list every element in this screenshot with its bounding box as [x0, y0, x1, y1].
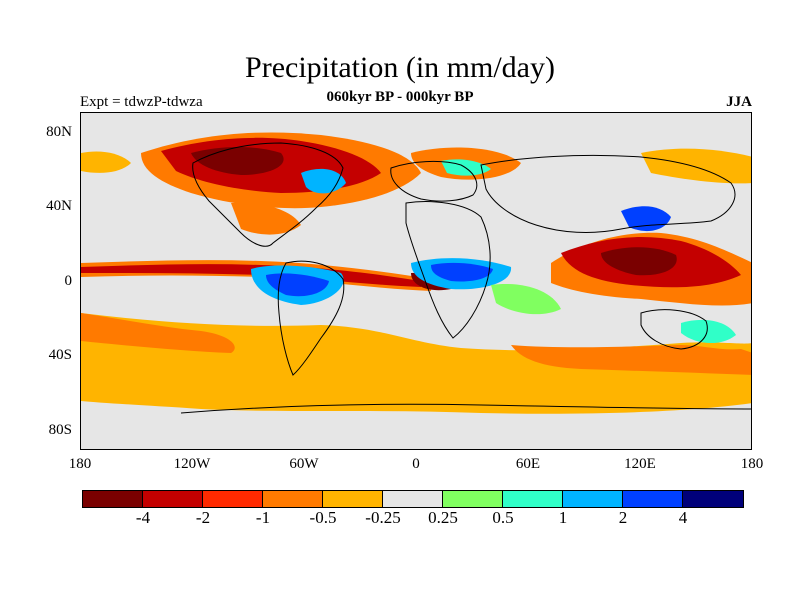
colorbar-box-9 [623, 491, 683, 507]
lat-label-80s: 80S [48, 422, 72, 438]
colorbar-label: -0.5 [309, 508, 337, 527]
colorbar [82, 490, 744, 508]
lon-label-120w: 120W [173, 456, 211, 472]
colorbar-box-6 [443, 491, 503, 507]
lon-label-60w: 60W [289, 456, 319, 472]
lon-label-60e: 60E [515, 456, 541, 472]
colorbar-label: -2 [195, 508, 211, 527]
colorbar-box-0 [83, 491, 143, 507]
colorbar-box-8 [563, 491, 623, 507]
plot-subtitle: 060kyr BP - 000kyr BP [326, 89, 474, 105]
lon-label-180e: 180 [740, 456, 764, 472]
colorbar-box-2 [203, 491, 263, 507]
colorbar-box-1 [143, 491, 203, 507]
lat-label-0: 0 [64, 273, 73, 289]
colorbar-label: -4 [135, 508, 151, 527]
colorbar-label: -0.25 [365, 508, 401, 527]
lon-label-180w: 180 [68, 456, 92, 472]
map-panel [80, 112, 752, 450]
colorbar-box-10 [683, 491, 743, 507]
precipitation-anomaly-map [81, 113, 751, 449]
lon-label-0: 0 [412, 456, 420, 472]
plot-title: Precipitation (in mm/day) [245, 51, 555, 84]
colorbar-box-3 [263, 491, 323, 507]
colorbar-label: 4 [678, 508, 688, 527]
colorbar-label: -1 [255, 508, 271, 527]
lat-label-40n: 40N [46, 198, 72, 214]
colorbar-box-5 [383, 491, 443, 507]
season-label: JJA [726, 94, 752, 110]
lon-label-120e: 120E [624, 456, 656, 472]
colorbar-label: 1 [558, 508, 568, 527]
colorbar-label: 0.25 [428, 508, 458, 527]
experiment-label: Expt = tdwzP-tdwza [80, 94, 203, 110]
colorbar-box-4 [323, 491, 383, 507]
colorbar-box-7 [503, 491, 563, 507]
colorbar-label: 0.5 [492, 508, 514, 527]
lat-label-80n: 80N [46, 124, 72, 140]
colorbar-label: 2 [618, 508, 628, 527]
lat-label-40s: 40S [48, 347, 72, 363]
